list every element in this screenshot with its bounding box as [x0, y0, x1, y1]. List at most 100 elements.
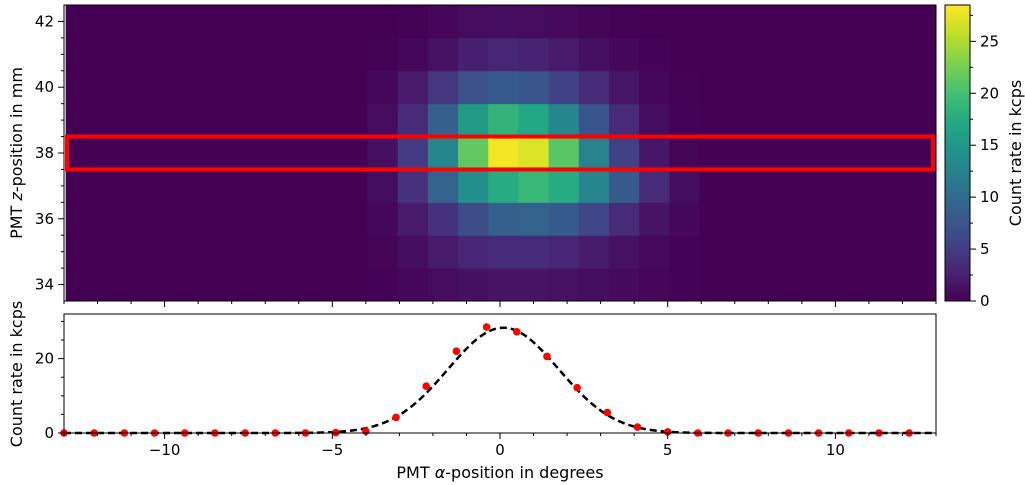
- colorbar-ticks: 0 5 10 15 20 25: [970, 14, 999, 310]
- heatmap-cell: [95, 235, 127, 269]
- heatmap-cell: [850, 268, 882, 302]
- heatmap-cell: [729, 169, 761, 203]
- heatmap-cell: [850, 37, 882, 72]
- heatmap-cell: [246, 268, 278, 302]
- heatmap-cell: [458, 169, 489, 203]
- heatmap-cell: [699, 103, 731, 138]
- heatmap-cell: [729, 136, 761, 170]
- heatmap-y-tick-label: 38: [35, 144, 54, 162]
- heatmap-cell: [699, 37, 731, 72]
- heatmap-cell: [65, 268, 97, 302]
- profile-y-tick-label: 0: [44, 424, 54, 442]
- heatmap-cell: [910, 202, 937, 236]
- heatmap-y-label-prefix: PMT: [7, 201, 26, 239]
- heatmap-cell: [639, 37, 670, 72]
- heatmap-cell: [216, 268, 248, 302]
- heatmap-cell: [246, 169, 278, 203]
- heatmap-cell: [578, 70, 610, 105]
- heatmap-cell: [578, 5, 610, 39]
- heatmap-cell: [729, 202, 761, 236]
- profile-x-tick-label: −5: [321, 441, 343, 459]
- heatmap-cell: [397, 235, 429, 269]
- heatmap-cell: [337, 5, 369, 39]
- heatmap-cell: [95, 202, 127, 236]
- heatmap-cell: [307, 103, 338, 138]
- heatmap-cell: [759, 37, 791, 72]
- heatmap-cell: [578, 103, 610, 138]
- heatmap-cell: [488, 37, 519, 72]
- heatmap-cell: [488, 169, 519, 203]
- heatmap-cell: [790, 268, 821, 302]
- heatmap-cell: [337, 235, 369, 269]
- heatmap-cell: [95, 37, 127, 72]
- heatmap-cell: [367, 103, 399, 138]
- heatmap-cell: [216, 70, 248, 105]
- heatmap-cell: [367, 70, 399, 105]
- heatmap-cell: [95, 136, 127, 170]
- heatmap-cell: [65, 5, 97, 39]
- heatmap-cell: [699, 5, 731, 39]
- heatmap-cell: [216, 103, 248, 138]
- data-point: [603, 408, 612, 417]
- heatmap-cell: [880, 136, 912, 170]
- heatmap-cell: [790, 5, 821, 39]
- heatmap-cell: [307, 169, 338, 203]
- heatmap-cell: [126, 235, 157, 269]
- heatmap-cell: [850, 202, 882, 236]
- heatmap-cell: [669, 268, 701, 302]
- heatmap-cell: [65, 37, 97, 72]
- heatmap-cell: [65, 103, 97, 138]
- heatmap-cell: [609, 268, 640, 302]
- heatmap-cell: [790, 235, 821, 269]
- heatmap-cell: [427, 202, 459, 236]
- heatmap-cell: [126, 5, 157, 39]
- heatmap-cell: [578, 136, 610, 170]
- heatmap-cell: [458, 136, 489, 170]
- heatmap-cell: [880, 268, 912, 302]
- heatmap-cell: [910, 5, 937, 39]
- heatmap-cell: [186, 235, 218, 269]
- heatmap-cell: [578, 235, 610, 269]
- heatmap-cell: [910, 70, 937, 105]
- heatmap-cell: [820, 136, 851, 170]
- heatmap-cell: [276, 268, 308, 302]
- heatmap-cell: [729, 235, 761, 269]
- heatmap-cell: [427, 136, 459, 170]
- profile-x-tick-label: 10: [826, 441, 845, 459]
- heatmap-cell: [126, 136, 157, 170]
- heatmap-cell: [337, 136, 369, 170]
- heatmap-cell: [216, 136, 248, 170]
- heatmap-cell: [699, 136, 731, 170]
- profile-y-tick-label: 20: [35, 350, 54, 368]
- data-point: [452, 347, 461, 355]
- heatmap-cell: [759, 70, 791, 105]
- heatmap-cell: [820, 70, 851, 105]
- heatmap-cell: [518, 5, 550, 39]
- heatmap-cell: [639, 5, 670, 39]
- heatmap-cell: [759, 268, 791, 302]
- heatmap-cell: [880, 37, 912, 72]
- heatmap-cell: [458, 70, 489, 105]
- heatmap-cell: [609, 37, 640, 72]
- heatmap-cell: [156, 202, 187, 236]
- heatmap-cell: [699, 70, 731, 105]
- heatmap-cell: [910, 103, 937, 138]
- heatmap-cell: [518, 37, 550, 72]
- heatmap-cell: [639, 235, 670, 269]
- heatmap-cell: [216, 202, 248, 236]
- colorbar-tick-label: 25: [980, 32, 999, 50]
- heatmap-cell: [95, 103, 127, 138]
- heatmap-cell: [850, 169, 882, 203]
- heatmap-cell: [548, 103, 580, 138]
- heatmap-cell: [276, 169, 308, 203]
- heatmap-cell: [246, 235, 278, 269]
- heatmap-cell: [729, 103, 761, 138]
- profile-x-label-prefix: PMT: [396, 463, 434, 482]
- heatmap-cell: [307, 202, 338, 236]
- fit-curve-line: [64, 326, 936, 435]
- heatmap-y-label-suffix: -position in mm: [7, 67, 26, 192]
- heatmap-cell: [850, 235, 882, 269]
- heatmap-cell: [126, 103, 157, 138]
- heatmap-cell: [729, 37, 761, 72]
- heatmap-panel: 34 36 38 40 42 PMT z-position in mm: [7, 4, 937, 307]
